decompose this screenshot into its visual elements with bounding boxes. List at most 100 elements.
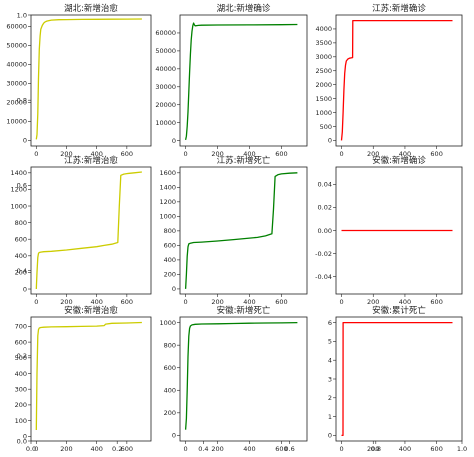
- y-tick-label: 1000: [159, 319, 176, 327]
- subplot-4: 江苏:新增治愈 0 200 400 600 0 200 400 600 800 1000 1200 14…: [10, 155, 152, 306]
- y-tick-label: 500: [15, 354, 27, 362]
- subplot-6: 安徽:新增确诊 0 200 400 600 -0.04 -0.02 0.00 0.02 0.04: [315, 155, 463, 306]
- x-tick-label: 0: [184, 445, 188, 453]
- x-tick-label: 0: [184, 150, 188, 158]
- subplot-title: 湖北:新增确诊: [217, 3, 271, 14]
- x-tick-label: 200: [60, 298, 72, 306]
- y-tick-label: -0.04: [315, 273, 332, 281]
- overlay-axis: 0.0 0.2 0.4 0.6 0.8 1.0 0.0 0.2 0.4 0.6 0.8 1.0: [17, 11, 468, 453]
- overlay-x-tick-label: 0.4: [198, 445, 208, 453]
- overlay-y-tick-label: 0.0: [17, 437, 27, 445]
- y-tick-label: 800: [164, 227, 176, 235]
- y-tick-label: 1400: [10, 169, 27, 177]
- series-line: [35, 171, 142, 290]
- series-line: [184, 172, 298, 289]
- x-tick-label: 0: [34, 445, 38, 453]
- plot-area: [179, 316, 308, 442]
- y-tick-label: 400: [15, 370, 27, 378]
- y-tick-label: 600: [164, 242, 176, 250]
- y-tick-label: 30000: [155, 83, 176, 91]
- y-tick-label: 600: [15, 338, 27, 346]
- y-tick-label: 4: [328, 357, 332, 365]
- y-tick-label: 0: [172, 432, 176, 440]
- y-tick-label: 300: [15, 386, 27, 394]
- y-tick-label: 1600: [159, 169, 176, 177]
- overlay-y-tick-label: 1.0: [17, 11, 27, 19]
- x-tick-label: 200: [211, 150, 223, 158]
- overlay-y-tick-label: 0.2: [17, 352, 27, 360]
- x-tick-label: 400: [243, 445, 255, 453]
- x-tick-label: 600: [121, 298, 133, 306]
- x-tick-label: 0: [34, 298, 38, 306]
- x-tick-label: 0: [184, 298, 188, 306]
- y-tick-label: 0.02: [318, 204, 332, 212]
- series-line: [341, 321, 453, 437]
- x-tick-label: 200: [60, 150, 72, 158]
- x-tick-label: 0: [34, 150, 38, 158]
- subplot-title: 安徽:累计死亡: [372, 305, 426, 316]
- y-tick-label: 1000: [10, 202, 27, 210]
- subplot-2: 湖北:新增确诊 0 200 400 600 0 10000 20000 30000 40000 50…: [155, 3, 308, 158]
- x-tick-label: 600: [121, 445, 133, 453]
- y-tick-label: 3: [328, 375, 332, 383]
- overlay-y-tick-label: 0.6: [17, 182, 27, 190]
- x-tick-label: 400: [399, 150, 411, 158]
- y-tick-label: -0.02: [315, 250, 332, 258]
- series-line: [35, 321, 142, 431]
- y-tick-label: 200: [164, 409, 176, 417]
- series-line: [35, 18, 142, 140]
- subplot-7: 安徽:新增治愈 0 200 400 600 0 100 200 300 400 500 600 700: [15, 305, 152, 453]
- y-tick-label: 1200: [159, 198, 176, 206]
- y-tick-label: 1500: [315, 95, 332, 103]
- y-tick-label: 800: [15, 219, 27, 227]
- overlay-y-tick-label: 0.8: [17, 97, 27, 105]
- y-tick-label: 3000: [315, 53, 332, 61]
- y-tick-label: 600: [15, 236, 27, 244]
- y-tick-label: 30000: [6, 80, 27, 88]
- plot-area: [30, 316, 152, 442]
- y-tick-label: 0.00: [318, 227, 332, 235]
- subplot-title: 江苏:新增死亡: [217, 155, 271, 166]
- plot-area: [335, 316, 463, 442]
- y-tick-label: 40000: [6, 61, 27, 69]
- y-tick-label: 0: [172, 285, 176, 293]
- x-tick-label: 600: [275, 298, 287, 306]
- overlay-y-tick-label: 0.4: [17, 267, 27, 275]
- y-tick-label: 60000: [6, 23, 27, 31]
- y-tick-label: 200: [15, 401, 27, 409]
- series-line: [340, 19, 453, 141]
- subplot-1: 湖北:新增治愈 0 200 400 600 0 10000 20000 30000 40000 50…: [6, 3, 152, 158]
- y-tick-label: 0: [23, 285, 27, 293]
- y-tick-label: 500: [320, 123, 332, 131]
- y-tick-label: 400: [15, 252, 27, 260]
- y-tick-label: 2: [328, 394, 332, 402]
- y-tick-label: 0: [23, 433, 27, 441]
- x-tick-label: 200: [367, 298, 379, 306]
- y-tick-label: 50000: [6, 42, 27, 50]
- subplot-title: 湖北:新增治愈: [64, 3, 118, 14]
- subplot-5: 江苏:新增死亡 0 200 400 600 0 200 400 600 800 1000 1200 14…: [159, 155, 308, 306]
- x-tick-label: 600: [430, 150, 442, 158]
- plot-area: [179, 14, 308, 147]
- plot-area: [30, 14, 152, 147]
- y-tick-label: 0: [172, 137, 176, 145]
- y-tick-label: 40000: [155, 65, 176, 73]
- y-tick-label: 2500: [315, 67, 332, 75]
- overlay-x-tick-label: 0.2: [112, 445, 122, 453]
- subplot-title: 安徽:新增治愈: [64, 305, 118, 316]
- x-tick-label: 600: [121, 150, 133, 158]
- y-tick-label: 3500: [315, 39, 332, 47]
- x-tick-label: 600: [430, 445, 442, 453]
- x-tick-label: 400: [243, 298, 255, 306]
- y-tick-label: 1000: [315, 109, 332, 117]
- y-tick-label: 400: [164, 256, 176, 264]
- y-tick-label: 4000: [315, 25, 332, 33]
- x-tick-label: 200: [367, 445, 379, 453]
- series-line: [184, 22, 298, 141]
- x-tick-label: 400: [90, 298, 102, 306]
- x-tick-label: 400: [399, 298, 411, 306]
- x-tick-label: 400: [243, 150, 255, 158]
- y-tick-label: 0: [328, 432, 332, 440]
- y-tick-label: 2000: [315, 81, 332, 89]
- subplot-8: 安徽:新增死亡 0 200 400 600 0 200 400 600 800 1000: [159, 305, 308, 453]
